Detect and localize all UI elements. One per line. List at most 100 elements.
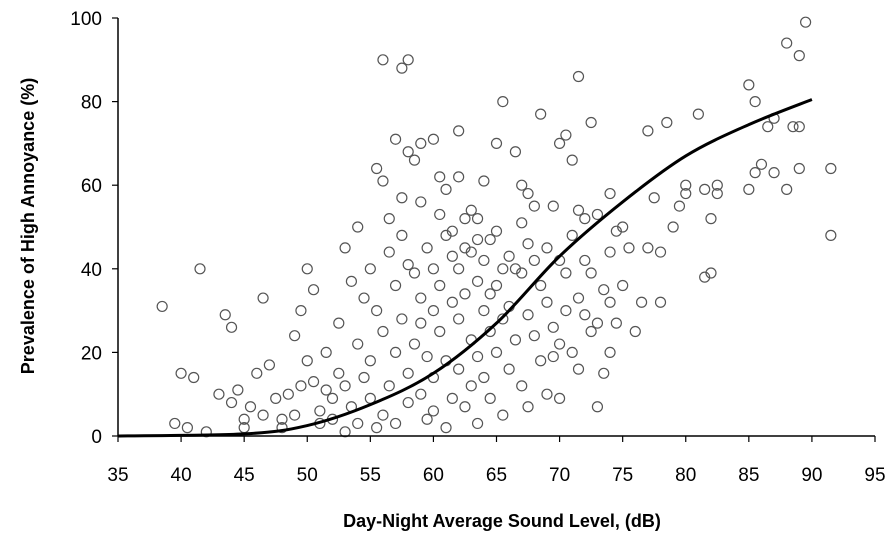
data-point	[453, 363, 465, 375]
y-tick-label: 80	[81, 93, 102, 114]
data-point	[478, 305, 490, 317]
data-point	[528, 330, 540, 342]
data-point	[566, 346, 578, 358]
data-point	[471, 350, 484, 363]
data-point	[440, 422, 452, 434]
data-point	[497, 95, 509, 108]
data-point	[635, 296, 648, 308]
data-point	[213, 388, 225, 400]
data-point	[276, 413, 288, 425]
plot-area	[117, 16, 837, 438]
data-point	[427, 305, 440, 317]
data-point	[301, 263, 313, 275]
data-point	[642, 242, 654, 254]
data-point	[484, 392, 496, 404]
data-point	[617, 221, 629, 233]
data-point	[478, 371, 490, 384]
data-point	[490, 137, 503, 149]
data-point	[459, 242, 471, 254]
data-point	[705, 213, 717, 225]
data-point	[610, 317, 622, 329]
data-point	[516, 217, 528, 229]
data-point	[257, 292, 269, 304]
data-point	[307, 376, 320, 388]
data-point	[345, 275, 358, 287]
data-point	[333, 317, 345, 329]
data-point	[604, 296, 616, 308]
data-point	[440, 229, 452, 241]
data-point	[225, 321, 238, 333]
data-point	[383, 213, 395, 225]
data-point	[572, 70, 585, 83]
data-point	[408, 267, 421, 279]
data-point	[490, 225, 503, 237]
y-tick-label: 20	[81, 343, 102, 364]
x-tick-label: 95	[864, 465, 885, 486]
data-point	[604, 246, 616, 258]
data-point	[371, 162, 383, 175]
data-point	[295, 380, 307, 392]
data-point	[648, 192, 660, 204]
data-point	[642, 125, 654, 137]
data-point	[408, 338, 421, 350]
data-point	[673, 200, 686, 212]
data-point	[459, 401, 471, 413]
data-point	[402, 367, 414, 379]
data-point	[453, 313, 465, 325]
data-point	[762, 121, 774, 133]
x-tick-label: 40	[171, 465, 192, 486]
data-point	[396, 229, 408, 241]
data-point	[522, 238, 534, 250]
data-point	[503, 250, 515, 262]
data-point	[553, 137, 566, 149]
y-tick-label: 100	[70, 9, 102, 30]
data-point	[528, 254, 540, 267]
data-point	[434, 171, 446, 183]
data-point	[484, 233, 496, 246]
data-point	[446, 392, 458, 404]
data-point	[257, 409, 269, 421]
data-point	[560, 305, 572, 317]
data-point	[484, 288, 496, 300]
data-point	[490, 346, 503, 358]
x-tick-label: 35	[107, 465, 128, 486]
data-point	[503, 363, 515, 375]
data-point	[566, 229, 578, 241]
data-point	[402, 259, 414, 271]
data-point	[270, 392, 282, 404]
data-point	[339, 380, 351, 392]
data-point	[768, 167, 780, 179]
data-point	[749, 95, 761, 108]
data-point	[471, 213, 484, 225]
data-point	[377, 54, 389, 66]
data-point	[705, 267, 717, 279]
data-point	[749, 167, 761, 179]
x-tick-label: 85	[738, 465, 759, 486]
x-axis-title: Day-Night Average Sound Level, (dB)	[343, 511, 661, 531]
data-point	[415, 317, 427, 329]
data-point	[755, 158, 768, 170]
data-point	[604, 346, 616, 358]
x-tick-label: 90	[801, 465, 822, 486]
data-point	[793, 162, 805, 175]
data-point	[793, 50, 805, 62]
data-point	[383, 380, 395, 392]
data-point	[535, 108, 547, 120]
data-point	[743, 183, 755, 195]
data-point	[339, 242, 351, 254]
data-point	[415, 196, 427, 208]
data-point	[825, 229, 837, 241]
data-point	[478, 175, 490, 187]
y-tick-label: 40	[81, 260, 102, 281]
data-point	[535, 279, 547, 292]
data-point	[516, 380, 528, 392]
data-point	[225, 396, 238, 409]
data-point	[535, 355, 547, 367]
data-point	[699, 271, 711, 283]
data-point	[364, 355, 376, 367]
data-point	[654, 296, 667, 308]
data-point	[509, 334, 522, 346]
data-point	[427, 263, 440, 275]
y-axis-title: Prevalence of High Annoyance (%)	[18, 78, 38, 374]
data-point	[169, 417, 181, 430]
